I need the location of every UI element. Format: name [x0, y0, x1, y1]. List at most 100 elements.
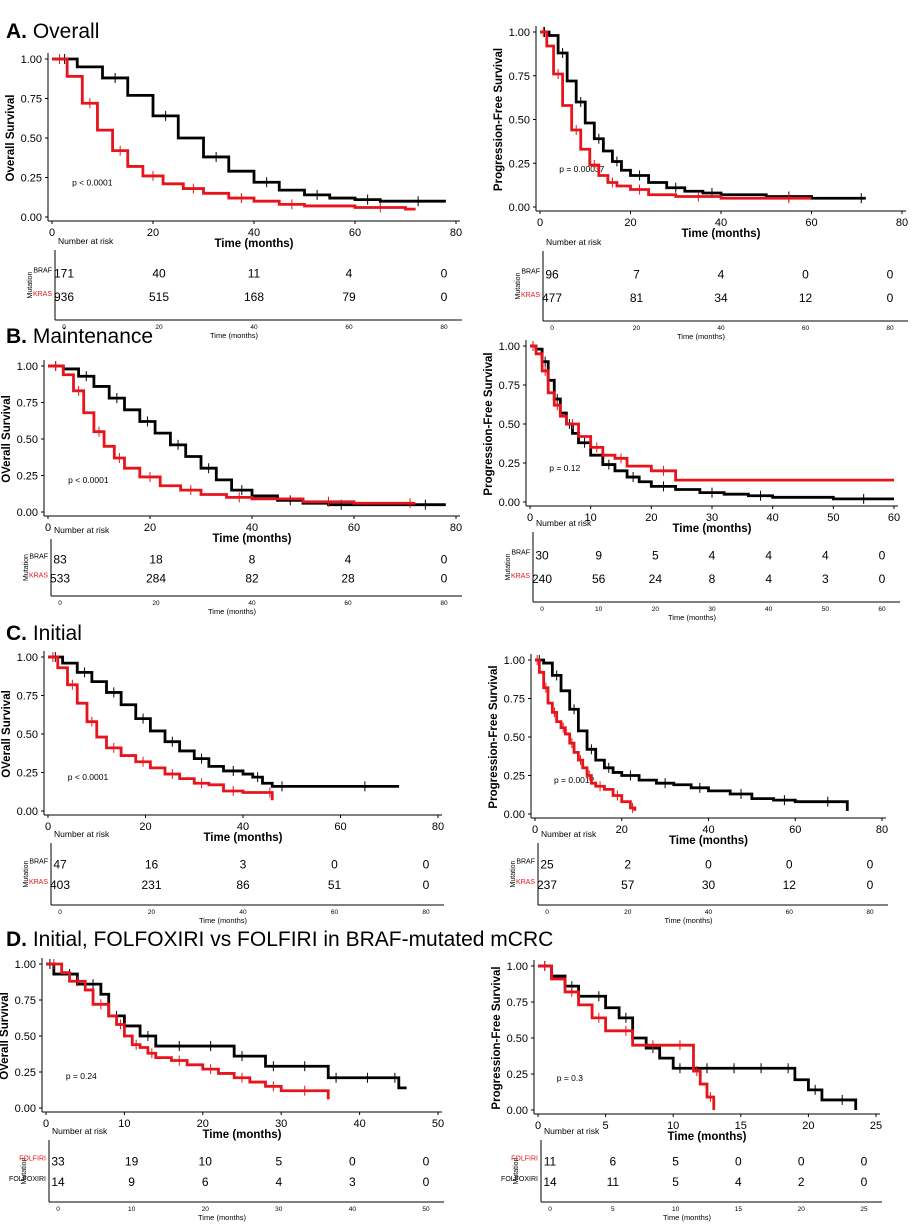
risk-row-name: KRAS — [33, 291, 52, 298]
section-title-a: A. Overall — [6, 20, 99, 44]
risk-row-name: FOLFOXIRI — [501, 1176, 538, 1183]
risk-row-name: KRAS — [516, 879, 535, 886]
risk-count: 0 — [423, 858, 430, 872]
y-tick-label: 0.25 — [21, 173, 42, 185]
x-axis-title: Time (months) — [669, 835, 748, 847]
section-letter: B. — [6, 325, 27, 348]
y-axis-title: OVerall Survival — [1, 690, 13, 778]
risk-table-tick-label: 80 — [886, 325, 894, 332]
risk-table-tick-label: 20 — [633, 325, 641, 332]
risk-table-tick-label: 0 — [545, 909, 549, 916]
x-tick-label: 20 — [197, 1118, 209, 1130]
y-tick-label: 1.00 — [507, 961, 528, 973]
risk-count: 11 — [544, 1155, 557, 1169]
y-tick-label: 0.50 — [17, 729, 38, 741]
km-curve-series-1 — [530, 344, 894, 501]
y-tick-label: 1.00 — [499, 341, 520, 353]
risk-count: 14 — [51, 1175, 65, 1189]
risk-count: 5 — [672, 1175, 679, 1189]
risk-count: 4 — [275, 1175, 282, 1189]
risk-count: 12 — [799, 291, 813, 305]
x-tick-label: 0 — [535, 1120, 541, 1132]
y-tick-label: 0.75 — [509, 71, 530, 83]
risk-table-title: Number at risk — [52, 1126, 108, 1136]
risk-table-x-title: Time (months) — [664, 916, 713, 925]
risk-count: 86 — [236, 878, 250, 892]
x-tick-label: 20 — [616, 824, 628, 836]
x-tick-label: 0 — [532, 824, 538, 836]
risk-count: 0 — [798, 1155, 805, 1169]
y-tick-label: 0.50 — [509, 115, 530, 127]
risk-table-tick-label: 20 — [798, 1206, 806, 1213]
risk-count: 0 — [349, 1155, 356, 1169]
y-tick-label: 1.00 — [17, 652, 38, 664]
risk-count: 5 — [672, 1155, 679, 1169]
risk-count: 6 — [202, 1175, 209, 1189]
x-tick-label: 20 — [624, 217, 636, 229]
risk-row-name: FOLFIRI — [19, 1156, 46, 1163]
y-tick-label: 1.00 — [509, 27, 530, 39]
x-axis-title: Time (months) — [202, 1129, 281, 1141]
risk-count: 5 — [275, 1155, 282, 1169]
risk-count: 56 — [592, 572, 606, 586]
section-name: Initial, FOLFOXIRI vs FOLFIRI in BRAF-mu… — [32, 928, 554, 951]
risk-table-tick-label: 50 — [822, 606, 830, 613]
risk-count: 0 — [861, 1175, 868, 1189]
section-title-d: D. Initial, FOLFOXIRI vs FOLFIRI in BRAF… — [6, 928, 553, 952]
risk-count: 0 — [423, 878, 430, 892]
section-letter: D. — [6, 928, 27, 951]
risk-count: 9 — [128, 1175, 135, 1189]
y-tick-label: 0.25 — [509, 158, 530, 170]
risk-table-tick-label: 0 — [550, 325, 554, 332]
x-tick-label: 40 — [353, 1118, 365, 1130]
risk-count: 284 — [146, 571, 166, 585]
risk-row-name: KRAS — [511, 573, 530, 580]
risk-table-tick-label: 40 — [765, 606, 773, 613]
risk-count: 8 — [709, 572, 716, 586]
risk-count: 10 — [199, 1155, 213, 1169]
risk-count: 0 — [887, 268, 894, 282]
risk-count: 34 — [714, 291, 728, 305]
risk-row-name: BRAF — [29, 553, 48, 560]
risk-count: 47 — [53, 858, 67, 872]
risk-count: 2 — [624, 858, 631, 872]
risk-count: 4 — [822, 549, 829, 563]
section-title-c: C. Initial — [6, 622, 82, 646]
y-tick-label: 0.75 — [21, 94, 42, 106]
x-tick-label: 50 — [827, 512, 839, 524]
risk-row-name: KRAS — [29, 572, 48, 579]
risk-table-x-title: Time (months) — [677, 332, 726, 341]
y-tick-label: 0.25 — [17, 471, 38, 483]
x-tick-label: 0 — [49, 227, 55, 239]
risk-table-x-title: Time (months) — [210, 331, 259, 340]
risk-table-tick-label: 20 — [624, 909, 632, 916]
risk-table-tick-label: 15 — [735, 1206, 743, 1213]
risk-count: 30 — [535, 549, 549, 563]
risk-table-tick-label: 60 — [345, 324, 353, 331]
y-tick-label: 0.75 — [17, 691, 38, 703]
p-value-label: p < 0.0001 — [68, 772, 109, 782]
y-tick-label: 0.25 — [507, 1069, 528, 1081]
y-tick-label: 1.00 — [504, 655, 525, 667]
section-title-b: B. Maintenance — [6, 325, 153, 349]
risk-table-group-label: Mutation — [21, 1157, 28, 1184]
x-tick-label: 20 — [139, 821, 151, 833]
y-axis-title: OVerall Survival — [1, 395, 13, 483]
risk-count: 2 — [798, 1175, 805, 1189]
risk-count: 11 — [248, 267, 261, 281]
risk-row-name: BRAF — [521, 269, 540, 276]
y-axis-title: Progression-Free Survival — [483, 352, 495, 495]
risk-table-title: Number at risk — [546, 237, 602, 247]
risk-count: 9 — [595, 549, 602, 563]
risk-table-tick-label: 5 — [611, 1206, 615, 1213]
risk-table-tick-label: 40 — [239, 909, 247, 916]
y-axis-title: OVerall Survival — [0, 992, 11, 1080]
risk-table-x-title: Time (months) — [663, 1213, 712, 1222]
risk-count: 4 — [709, 549, 716, 563]
risk-count: 4 — [735, 1175, 742, 1189]
x-axis-title: Time (months) — [212, 533, 291, 545]
y-tick-label: 0.75 — [507, 997, 528, 1009]
